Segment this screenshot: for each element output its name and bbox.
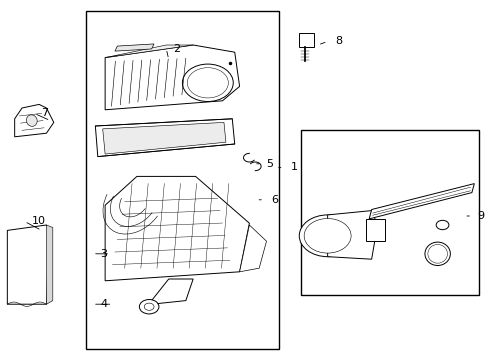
Polygon shape: [7, 225, 49, 304]
Circle shape: [144, 303, 154, 310]
Text: 6: 6: [271, 195, 278, 205]
Polygon shape: [95, 119, 234, 157]
Bar: [300, 130, 478, 295]
Circle shape: [182, 64, 233, 102]
Text: 4: 4: [100, 299, 107, 309]
Bar: [85, 11, 278, 349]
Text: 10: 10: [32, 216, 46, 226]
Text: 5: 5: [266, 159, 273, 169]
Polygon shape: [46, 225, 53, 304]
Text: 2: 2: [173, 44, 181, 54]
Polygon shape: [368, 184, 473, 219]
Text: 1: 1: [290, 162, 297, 172]
Ellipse shape: [427, 244, 447, 263]
Circle shape: [435, 220, 448, 230]
Text: 3: 3: [100, 249, 107, 259]
Polygon shape: [15, 104, 54, 137]
Polygon shape: [151, 279, 193, 304]
Circle shape: [187, 68, 228, 98]
Text: 9: 9: [476, 211, 483, 221]
Polygon shape: [115, 44, 154, 51]
Ellipse shape: [26, 115, 37, 126]
Polygon shape: [105, 176, 249, 281]
Polygon shape: [102, 122, 225, 154]
Polygon shape: [105, 45, 193, 58]
Text: 8: 8: [334, 36, 342, 46]
Polygon shape: [327, 211, 377, 259]
Circle shape: [299, 215, 355, 257]
Bar: [299, 33, 313, 47]
Text: 7: 7: [41, 108, 49, 118]
Polygon shape: [239, 225, 266, 272]
Polygon shape: [105, 45, 239, 110]
Circle shape: [304, 219, 350, 253]
Circle shape: [139, 300, 159, 314]
Ellipse shape: [424, 242, 449, 266]
Bar: [365, 219, 385, 241]
